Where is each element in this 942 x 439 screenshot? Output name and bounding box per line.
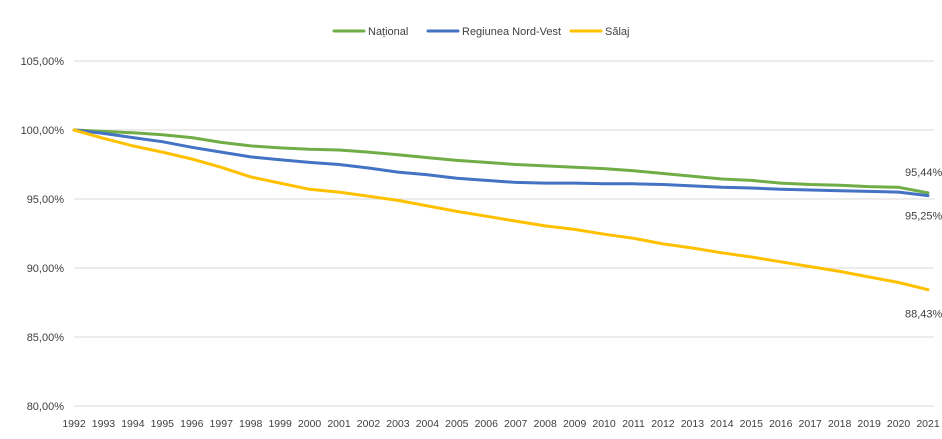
x-tick-label: 2016 [769,418,793,430]
series-line-0 [72,128,930,195]
x-tick-label: 2004 [416,418,440,430]
x-tick-label: 1993 [92,418,116,430]
gridlines [74,60,934,407]
y-tick-label: 85,00% [27,332,65,344]
x-tick-label: 1999 [268,418,292,430]
legend-label: Sălaj [605,26,629,38]
x-tick-label: 2021 [916,418,940,430]
x-tick-label: 2008 [533,418,557,430]
x-tick-label: 2015 [740,418,764,430]
x-tick-label: 2009 [563,418,587,430]
x-tick-label: 1995 [151,418,175,430]
x-tick-label: 2019 [857,418,881,430]
y-tick-label: 80,00% [27,401,65,413]
series-lines [72,128,930,292]
x-tick-label: 1992 [62,418,86,430]
x-tick-label: 2020 [887,418,911,430]
data-label: 95,25% [905,211,942,223]
x-tick-label: 2000 [298,418,322,430]
y-tick-label: 90,00% [27,263,65,275]
end-labels: 95,44% 95,25% 88,43% [905,167,942,321]
legend: Național Regiunea Nord-Vest Sălaj [332,26,629,38]
x-tick-label: 1996 [180,418,204,430]
x-tick-label: 2011 [622,418,645,430]
data-label: 88,43% [905,309,942,321]
x-tick-label: 2002 [357,418,381,430]
x-tick-label: 2005 [445,418,469,430]
y-tick-label: 95,00% [27,194,65,206]
x-tick-label: 2017 [799,418,823,430]
x-tick-label: 2006 [475,418,499,430]
legend-label: Regiunea Nord-Vest [462,26,561,38]
series-line-2 [72,128,930,292]
y-axis-ticks: 80,00% 85,00% 90,00% 95,00% 100,00% 105,00% [21,56,65,413]
data-label: 95,44% [905,167,942,179]
x-tick-label: 2013 [681,418,705,430]
series-line-1 [72,128,930,198]
x-axis-ticks: 1992 1993 1994 1995 1996 1997 1998 1999 2000 2001… [62,418,940,430]
x-tick-label: 1998 [239,418,263,430]
x-tick-label: 1997 [210,418,234,430]
x-tick-label: 2012 [651,418,675,430]
x-tick-label: 2003 [386,418,410,430]
x-tick-label: 2018 [828,418,852,430]
legend-label: Național [368,26,408,38]
y-tick-label: 100,00% [21,125,65,137]
x-tick-label: 2007 [504,418,528,430]
x-tick-label: 2010 [592,418,616,430]
x-tick-label: 2014 [710,418,734,430]
x-tick-label: 1994 [121,418,145,430]
x-tick-label: 2001 [327,418,351,430]
y-tick-label: 105,00% [21,56,65,68]
